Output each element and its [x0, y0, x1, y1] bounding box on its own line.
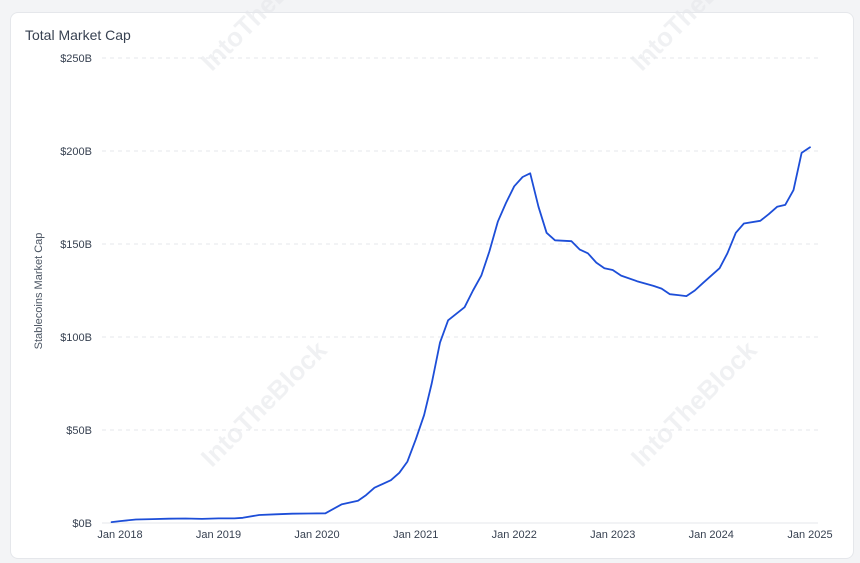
- x-tick-label: Jan 2018: [97, 529, 142, 541]
- y-tick-label: $150B: [60, 239, 92, 251]
- x-tick-label: Jan 2021: [393, 529, 438, 541]
- x-tick-label: Jan 2023: [590, 529, 635, 541]
- watermark-text: IntoTheBlock: [625, 334, 763, 472]
- y-tick-label: $50B: [66, 425, 92, 437]
- y-tick-label: $200B: [60, 146, 92, 158]
- x-tick-label: Jan 2022: [492, 529, 537, 541]
- watermark-text: IntoTheBlock: [195, 0, 333, 76]
- x-tick-label: Jan 2020: [294, 529, 339, 541]
- y-axis-label: Stablecoins Market Cap: [33, 233, 45, 350]
- y-tick-label: $250B: [60, 53, 92, 65]
- chart-title: Total Market Cap: [25, 27, 131, 43]
- x-tick-label: Jan 2024: [689, 529, 734, 541]
- y-tick-label: $0B: [72, 518, 92, 530]
- y-tick-label: $100B: [60, 332, 92, 344]
- watermark-text: IntoTheBlock: [625, 0, 763, 76]
- x-tick-label: Jan 2025: [787, 529, 832, 541]
- chart-card: Total Market Cap: [10, 12, 854, 559]
- x-tick-label: Jan 2019: [196, 529, 241, 541]
- watermark-text: IntoTheBlock: [195, 334, 333, 472]
